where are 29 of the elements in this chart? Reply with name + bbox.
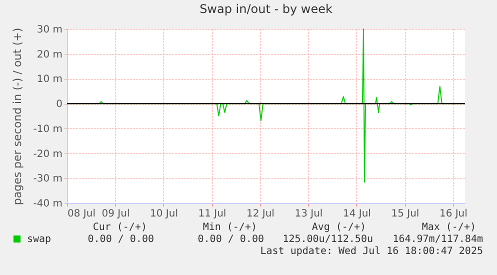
y-tick-label: 20 m bbox=[36, 49, 62, 60]
legend-label: swap bbox=[27, 234, 52, 245]
x-tick-label: 13 Jul bbox=[294, 208, 323, 220]
y-tick-label: 10 m bbox=[36, 74, 62, 86]
x-tick-label: 08 Jul bbox=[68, 208, 96, 220]
y-tick-label: -20 m bbox=[33, 148, 62, 160]
y-tick-label: -10 m bbox=[33, 124, 62, 135]
text: Last update: Wed Jul 16 18:00:47 2025 bbox=[260, 246, 483, 257]
text: Avg (-/+) bbox=[312, 222, 366, 233]
text: 0.00 / 0.00 bbox=[88, 234, 154, 245]
text: 125.00u/112.50u bbox=[282, 234, 373, 245]
x-tick-label: 11 Jul bbox=[198, 208, 226, 220]
text: 164.97m/117.84m bbox=[392, 234, 483, 245]
y-tick-label: -30 m bbox=[33, 174, 62, 185]
text: Min (-/+) bbox=[202, 222, 257, 233]
x-tick-label: 10 Jul bbox=[150, 208, 178, 220]
y-tick-label: 30 m bbox=[36, 24, 62, 36]
x-tick-label: 15 Jul bbox=[391, 208, 420, 220]
y-tick-label: -40 m bbox=[33, 198, 62, 210]
text: Max (-/+) bbox=[422, 222, 476, 233]
x-tick-label: 12 Jul bbox=[246, 208, 274, 220]
chart-title: Swap in/out - by week bbox=[200, 2, 332, 16]
y-axis-title: pages per second in (-) / out (+) bbox=[11, 28, 24, 206]
y-tick-label: 0 bbox=[56, 99, 62, 110]
text: Cur (-/+) bbox=[92, 222, 147, 233]
x-tick-label: 09 Jul bbox=[102, 208, 130, 220]
x-tick-label: 14 Jul bbox=[342, 208, 371, 220]
text: 0.00 / 0.00 bbox=[198, 234, 264, 245]
x-tick-label: 16 Jul bbox=[439, 208, 468, 220]
